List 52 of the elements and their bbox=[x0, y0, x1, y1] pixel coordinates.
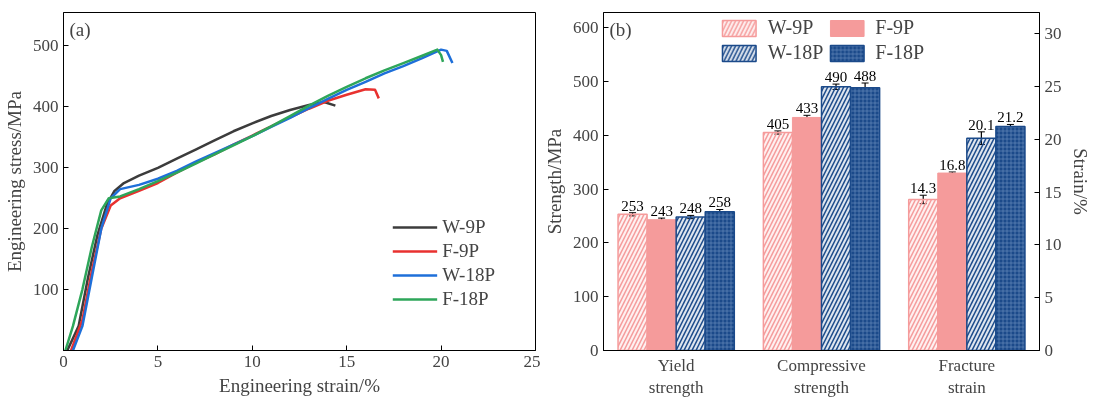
data-label: 21.2 bbox=[997, 109, 1024, 126]
legend-label: W-18P bbox=[442, 264, 495, 286]
data-label: 433 bbox=[795, 100, 819, 117]
annotation: (b) bbox=[609, 18, 632, 41]
y-tick-label: 300 bbox=[573, 179, 599, 199]
x-tick-label: 10 bbox=[243, 351, 261, 371]
y2-tick-label: 15 bbox=[1044, 182, 1062, 202]
data-label: 258 bbox=[708, 194, 732, 211]
annotation: (a) bbox=[69, 18, 91, 41]
data-label: 405 bbox=[766, 115, 790, 132]
y-tick-label: 400 bbox=[33, 97, 59, 117]
x-tick-label: Compressive strength bbox=[777, 355, 866, 398]
x-tick-label: Fracture strain bbox=[938, 355, 996, 398]
data-label: 20.1 bbox=[968, 116, 995, 133]
data-label: 253 bbox=[621, 197, 644, 214]
legend-label: F-18P bbox=[875, 41, 925, 64]
data-label: 16.8 bbox=[939, 156, 966, 173]
x-tick-label: 15 bbox=[338, 351, 356, 371]
legend-label: F-18P bbox=[442, 288, 489, 310]
y-tick-label: 500 bbox=[33, 36, 59, 56]
y-tick-label: 400 bbox=[573, 125, 599, 145]
x-tick-label: 25 bbox=[523, 351, 541, 371]
y-tick-label: 300 bbox=[33, 158, 59, 178]
y2-tick-label: 20 bbox=[1044, 129, 1062, 149]
y-tick-label: 500 bbox=[573, 71, 599, 91]
legend-label: F-9P bbox=[442, 240, 480, 262]
legend-label: W-18P bbox=[767, 41, 824, 64]
y-axis-title: Engineering stress/MPa bbox=[4, 90, 25, 272]
data-label: 243 bbox=[650, 203, 673, 220]
y2-tick-label: 10 bbox=[1044, 235, 1062, 255]
data-label: 14.3 bbox=[910, 180, 937, 197]
x-axis-title: Engineering strain/% bbox=[219, 374, 381, 396]
y-tick-label: 200 bbox=[33, 219, 59, 239]
y-tick-label: 100 bbox=[33, 280, 59, 300]
data-label: 488 bbox=[853, 68, 877, 85]
y2-tick-label: 30 bbox=[1044, 24, 1062, 44]
x-tick-label: 5 bbox=[153, 351, 163, 371]
legend-label: W-9P bbox=[767, 16, 814, 39]
legend-label: F-9P bbox=[875, 16, 915, 39]
y2-tick-label: 5 bbox=[1044, 288, 1053, 308]
y2-axis-title: Strain/% bbox=[1069, 148, 1091, 215]
y-tick-label: 200 bbox=[573, 233, 599, 253]
y-tick-label: 600 bbox=[573, 18, 599, 38]
y-axis-title: Strength/MPa bbox=[544, 128, 565, 235]
x-tick-label: 20 bbox=[432, 351, 450, 371]
x-tick-label: Yield strength bbox=[648, 355, 705, 398]
y-tick-label: 100 bbox=[573, 287, 599, 307]
data-label: 248 bbox=[679, 200, 702, 217]
line-series bbox=[66, 100, 337, 351]
y2-tick-label: 25 bbox=[1044, 76, 1062, 96]
legend-label: W-9P bbox=[442, 216, 486, 238]
data-label: 490 bbox=[824, 69, 848, 86]
